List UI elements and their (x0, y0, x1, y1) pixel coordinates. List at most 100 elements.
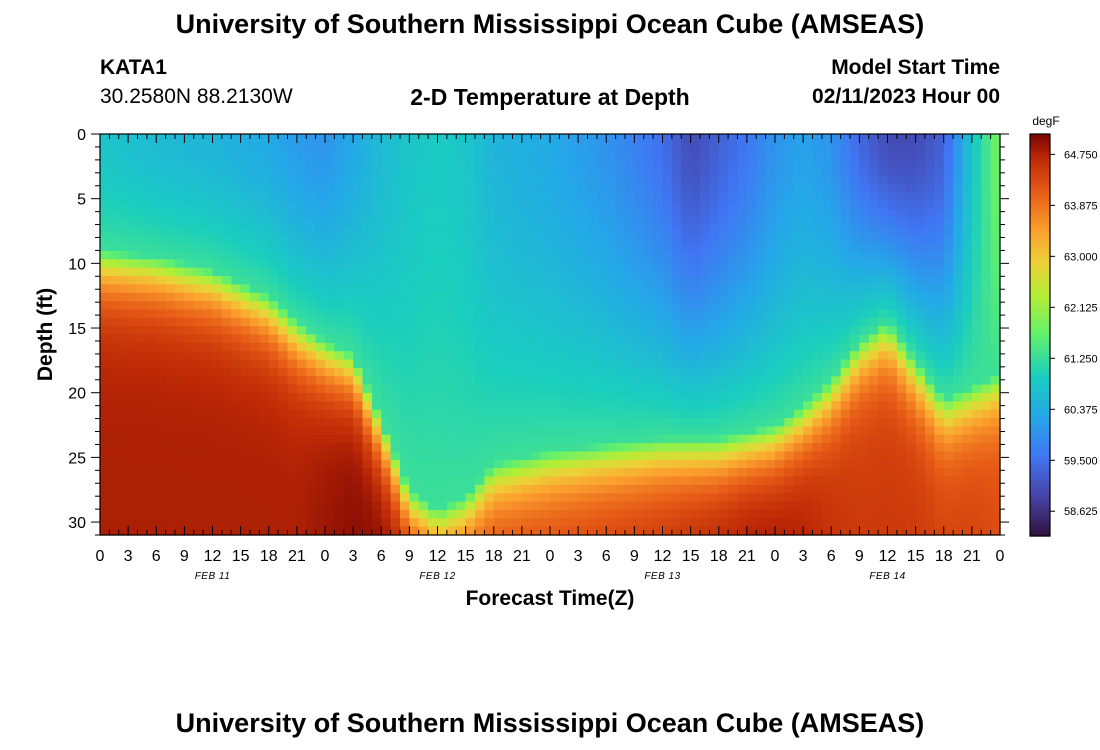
heatmap-cell (840, 309, 851, 319)
heatmap-cell (409, 267, 420, 277)
heatmap-cell (953, 451, 964, 461)
heatmap-cell (193, 225, 204, 235)
heatmap-cell (587, 200, 598, 210)
heatmap-cell (521, 292, 532, 302)
heatmap-cell (428, 159, 439, 169)
heatmap-cell (315, 150, 326, 160)
heatmap-cell (353, 476, 364, 486)
heatmap-cell (587, 301, 598, 311)
heatmap-cell (409, 401, 420, 411)
heatmap-cell (390, 426, 401, 436)
heatmap-cell (203, 276, 214, 285)
heatmap-cell (521, 426, 532, 436)
heatmap-cell (193, 267, 204, 277)
heatmap-cell (775, 192, 785, 202)
heatmap-cell (709, 476, 720, 486)
heatmap-cell (437, 342, 448, 352)
heatmap-cell (943, 217, 954, 227)
heatmap-cell (662, 200, 673, 210)
heatmap-cell (868, 159, 879, 169)
heatmap-cell (962, 242, 973, 252)
heatmap-cell (428, 309, 439, 319)
heatmap-cell (634, 167, 645, 177)
heatmap-cell (606, 242, 617, 252)
heatmap-cell (859, 476, 870, 486)
heatmap-cell (212, 418, 223, 427)
heatmap-cell (831, 367, 842, 377)
heatmap-cell (887, 418, 898, 427)
heatmap-cell (456, 326, 467, 336)
heatmap-cell (775, 267, 785, 277)
heatmap-cell (240, 150, 251, 160)
heatmap-cell (981, 192, 992, 202)
heatmap-cell (146, 526, 157, 536)
heatmap-cell (231, 326, 242, 336)
heatmap-cell (521, 326, 532, 336)
colorbar-segment (1030, 335, 1050, 339)
heatmap-cell (278, 459, 289, 469)
heatmap-cell (765, 259, 776, 269)
heatmap-cell (334, 301, 345, 311)
heatmap-cell (831, 217, 842, 227)
heatmap-cell (465, 501, 476, 511)
heatmap-cell (868, 426, 879, 436)
heatmap-cell (775, 434, 785, 444)
heatmap-cell (784, 334, 795, 344)
heatmap-cell (409, 518, 420, 528)
heatmap-cell (184, 459, 195, 469)
heatmap-cell (409, 367, 420, 377)
heatmap-cell (953, 384, 964, 394)
heatmap-cell (456, 443, 467, 453)
heatmap-cell (662, 317, 673, 327)
heatmap-cell (118, 409, 129, 419)
heatmap-cell (353, 518, 364, 528)
heatmap-cell (343, 376, 354, 386)
heatmap-cell (943, 284, 954, 294)
heatmap-cell (221, 209, 232, 219)
heatmap-cell (784, 200, 795, 210)
heatmap-cell (746, 367, 757, 377)
heatmap-cell (493, 367, 504, 377)
heatmap-cell (962, 359, 973, 369)
heatmap-cell (503, 259, 514, 269)
heatmap-cell (643, 501, 654, 511)
heatmap-cell (465, 167, 476, 177)
heatmap-cell (746, 142, 757, 152)
heatmap-cell (550, 276, 560, 285)
heatmap-cell (287, 401, 298, 411)
heatmap-cell (278, 209, 289, 219)
x-tick-label: 0 (321, 548, 330, 565)
heatmap-cell (315, 334, 326, 344)
heatmap-cell (446, 409, 457, 419)
heatmap-cell (737, 225, 748, 235)
heatmap-cell (803, 150, 814, 160)
heatmap-cell (784, 225, 795, 235)
heatmap-cell (259, 200, 270, 210)
heatmap-cell (625, 184, 635, 194)
heatmap-cell (409, 217, 420, 227)
heatmap-cell (953, 367, 964, 377)
heatmap-cell (662, 392, 673, 402)
heatmap-cell (231, 418, 242, 427)
heatmap-cell (934, 209, 945, 219)
heatmap-cell (484, 367, 495, 377)
heatmap-cell (643, 192, 654, 202)
heatmap-cell (915, 476, 926, 486)
heatmap-cell (775, 317, 785, 327)
heatmap-cell (625, 167, 635, 177)
heatmap-cell (990, 376, 1001, 386)
heatmap-cell (109, 526, 120, 536)
heatmap-cell (756, 418, 767, 427)
heatmap-cell (531, 209, 542, 219)
heatmap-cell (503, 342, 514, 352)
heatmap-cell (437, 459, 448, 469)
heatmap-cell (887, 234, 898, 244)
heatmap-cell (193, 159, 204, 169)
heatmap-cell (250, 434, 260, 444)
heatmap-cell (212, 309, 223, 319)
heatmap-cell (343, 518, 354, 528)
heatmap-cell (315, 392, 326, 402)
heatmap-cell (296, 384, 307, 394)
heatmap-cell (193, 526, 204, 536)
heatmap-cell (531, 175, 542, 185)
